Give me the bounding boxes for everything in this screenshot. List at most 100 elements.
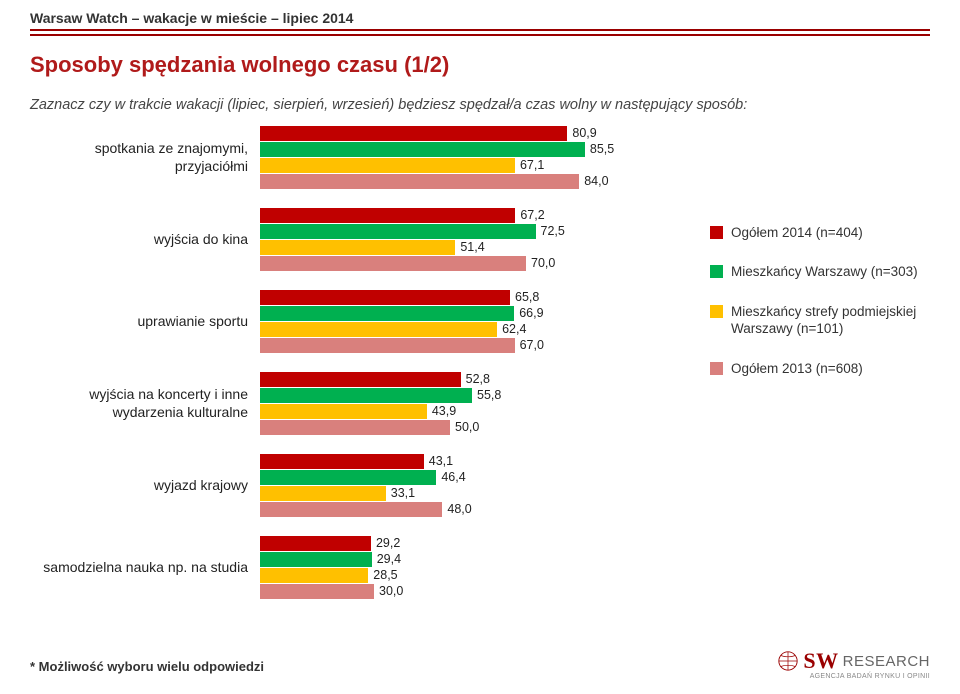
bar-value: 43,9 — [432, 404, 456, 418]
divider — [30, 29, 930, 31]
bar-value: 29,2 — [376, 536, 400, 550]
bar-row: 29,4 — [260, 552, 640, 567]
bar — [260, 240, 455, 255]
logo-icon — [777, 650, 799, 672]
bar-row: 43,1 — [260, 454, 640, 469]
bar — [260, 126, 567, 141]
legend-item: Ogółem 2014 (n=404) — [710, 224, 930, 242]
legend-label: Mieszkańcy Warszawy (n=303) — [731, 263, 918, 281]
bar — [260, 306, 514, 321]
bar-value: 80,9 — [572, 126, 596, 140]
category-bars: 52,8 55,8 43,9 50,0 — [260, 372, 640, 436]
category-label: wyjścia do kina — [30, 208, 260, 272]
legend-label: Ogółem 2014 (n=404) — [731, 224, 863, 242]
bar — [260, 404, 427, 419]
legend-label: Mieszkańcy strefy podmiejskiej Warszawy … — [731, 303, 930, 338]
category-bars: 29,2 29,428,5 30,0 — [260, 536, 640, 600]
bar-value: 28,5 — [373, 568, 397, 582]
chart-category: wyjścia na koncerty i inne wydarzenia ku… — [30, 372, 710, 436]
logo-tagline: AGENCJA BADAŃ RYNKU I OPINII — [777, 673, 930, 680]
breadcrumb: Warsaw Watch – wakacje w mieście – lipie… — [30, 10, 930, 26]
category-bars: 43,146,433,148,0 — [260, 454, 640, 518]
bar-row: 67,1 — [260, 158, 640, 173]
legend-label: Ogółem 2013 (n=608) — [731, 360, 863, 378]
bar — [260, 322, 497, 337]
bar-row: 84,0 — [260, 174, 640, 189]
bar-value: 66,9 — [519, 306, 543, 320]
bar — [260, 568, 368, 583]
bar-row: 30,0 — [260, 584, 640, 599]
category-bars: 80,9 85,5 67,1 84,0 — [260, 126, 640, 190]
category-label: wyjścia na koncerty i inne wydarzenia ku… — [30, 372, 260, 436]
bar-row: 62,4 — [260, 322, 640, 337]
bar-row: 55,8 — [260, 388, 640, 403]
header: Warsaw Watch – wakacje w mieście – lipie… — [0, 0, 960, 116]
chart-category: uprawianie sportu 65,8 66,9 62,4 67,0 — [30, 290, 710, 354]
bar-row: 72,5 — [260, 224, 640, 239]
logo-text-research: RESEARCH — [843, 653, 930, 670]
bar-row: 51,4 — [260, 240, 640, 255]
page-title: Sposoby spędzania wolnego czasu (1/2) — [30, 52, 930, 78]
bar-value: 65,8 — [515, 290, 539, 304]
bar — [260, 470, 436, 485]
question-text: Zaznacz czy w trakcie wakacji (lipiec, s… — [30, 96, 790, 116]
legend-swatch — [710, 265, 723, 278]
category-label: samodzielna nauka np. na studia — [30, 536, 260, 600]
bar-row: 66,9 — [260, 306, 640, 321]
bar — [260, 420, 450, 435]
bar-row: 28,5 — [260, 568, 640, 583]
chart-category: samodzielna nauka np. na studia 29,2 29,42… — [30, 536, 710, 600]
bar — [260, 158, 515, 173]
bar — [260, 486, 386, 501]
bar-row: 52,8 — [260, 372, 640, 387]
bar-value: 67,1 — [520, 158, 544, 172]
bar-value: 52,8 — [466, 372, 490, 386]
bar — [260, 208, 515, 223]
bar-row: 67,0 — [260, 338, 640, 353]
bar-value: 70,0 — [531, 256, 555, 270]
bar-value: 55,8 — [477, 388, 501, 402]
divider — [30, 34, 930, 36]
bar-value: 30,0 — [379, 584, 403, 598]
bar-value: 72,5 — [541, 224, 565, 238]
bar-value: 46,4 — [441, 470, 465, 484]
legend-item: Mieszkańcy strefy podmiejskiej Warszawy … — [710, 303, 930, 338]
legend-item: Ogółem 2013 (n=608) — [710, 360, 930, 378]
bar-value: 67,0 — [520, 338, 544, 352]
bar — [260, 584, 374, 599]
bar-row: 46,4 — [260, 470, 640, 485]
bar-row: 29,2 — [260, 536, 640, 551]
bar — [260, 502, 442, 517]
bar-value: 84,0 — [584, 174, 608, 188]
bar — [260, 552, 372, 567]
chart-area: spotkania ze znajomymi, przyjaciółmi80,9… — [0, 126, 960, 618]
bar — [260, 256, 526, 271]
bar-value: 43,1 — [429, 454, 453, 468]
bar-row: 65,8 — [260, 290, 640, 305]
bar-chart: spotkania ze znajomymi, przyjaciółmi80,9… — [30, 126, 710, 618]
footnote: * Możliwość wyboru wielu odpowiedzi — [30, 659, 264, 674]
category-bars: 65,8 66,9 62,4 67,0 — [260, 290, 640, 354]
category-bars: 67,2 72,5 51,4 70,0 — [260, 208, 640, 272]
legend-swatch — [710, 226, 723, 239]
bar — [260, 290, 510, 305]
legend-swatch — [710, 305, 723, 318]
bar-value: 48,0 — [447, 502, 471, 516]
logo-text-sw: SW — [803, 648, 838, 674]
bar-row: 50,0 — [260, 420, 640, 435]
bar-value: 67,2 — [520, 208, 544, 222]
bar — [260, 174, 579, 189]
chart-legend: Ogółem 2014 (n=404) Mieszkańcy Warszawy (… — [710, 126, 930, 618]
chart-category: spotkania ze znajomymi, przyjaciółmi80,9… — [30, 126, 710, 190]
bar — [260, 372, 461, 387]
bar-value: 85,5 — [590, 142, 614, 156]
category-label: uprawianie sportu — [30, 290, 260, 354]
brand-logo: SW RESEARCH AGENCJA BADAŃ RYNKU I OPINII — [777, 648, 930, 680]
legend-swatch — [710, 362, 723, 375]
bar-row: 85,5 — [260, 142, 640, 157]
bar-value: 62,4 — [502, 322, 526, 336]
bar — [260, 454, 424, 469]
bar-value: 51,4 — [460, 240, 484, 254]
bar-row: 70,0 — [260, 256, 640, 271]
bar — [260, 388, 472, 403]
